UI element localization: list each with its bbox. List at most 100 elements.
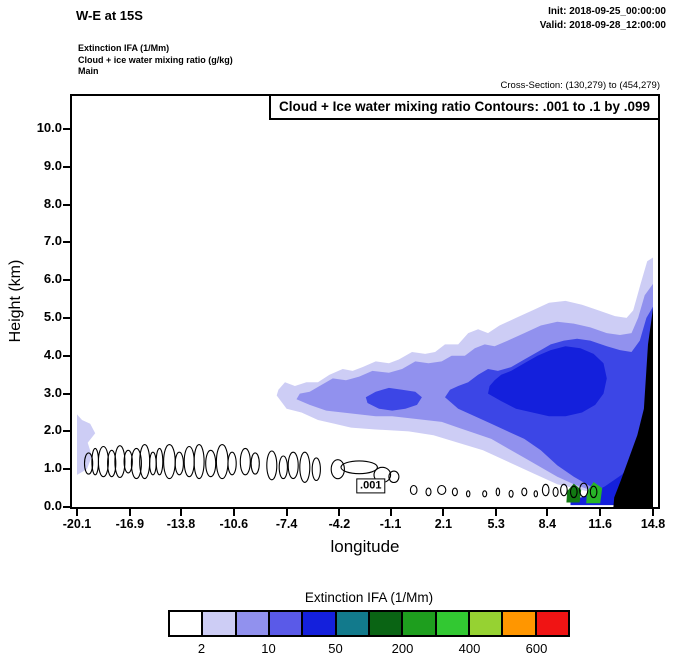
x-tick-label: 5.3 (487, 517, 505, 531)
cloud-contour-line (508, 489, 514, 498)
x-tick-label: 8.4 (538, 517, 557, 531)
x-tick-label: -20.1 (62, 517, 92, 531)
colorbar-cell (401, 610, 437, 637)
colorbar-tick-label: 200 (391, 641, 414, 656)
y-tick-label: 7.0 (43, 233, 62, 249)
colorbar-tick-label: 600 (525, 641, 548, 656)
x-tick-label: 2.1 (434, 517, 453, 531)
y-tick-label: 6.0 (43, 271, 62, 287)
cloud-contour-line (287, 451, 299, 480)
cloud-contour-line (97, 445, 109, 478)
colorbar-cell (267, 610, 304, 637)
x-tick-label: 11.6 (588, 517, 612, 531)
x-tick-mark (652, 509, 654, 516)
init-time: Init: 2018-09-25_00:00:00 (548, 6, 666, 17)
colorbar-cell (467, 610, 504, 637)
x-axis-title: longitude (330, 537, 400, 556)
cloud-contour-line (149, 451, 157, 476)
cloud-contour-line (340, 460, 378, 475)
region-extinction-200-400-core (488, 346, 607, 417)
colorbar-cell (201, 610, 237, 637)
y-tick-mark (63, 279, 70, 282)
page-title: W-E at 15S (76, 8, 143, 23)
cloud-contour-line (239, 447, 251, 476)
y-tick-mark (63, 354, 70, 357)
cloud-contour-line (552, 486, 559, 497)
cloud-contour-line (250, 452, 260, 475)
colorbar-cell (367, 610, 404, 637)
y-tick-mark (63, 127, 70, 130)
colorbar (168, 610, 570, 637)
cloud-contour-line (495, 487, 501, 497)
colorbar-tick-label: 400 (458, 641, 481, 656)
cloud-contour-line (205, 449, 217, 478)
y-tick-label: 0.0 (43, 498, 62, 513)
cloud-contour-line (311, 457, 321, 482)
y-tick-label: 10.0 (36, 119, 62, 135)
colorbar-title: Extinction IFA (1/Mm) (304, 590, 434, 605)
region-extinction-2-10-west-edge (77, 414, 96, 475)
plot-area: Cloud + Ice water mixing ratio Contours:… (70, 94, 660, 509)
x-tick-label: -1.1 (379, 517, 402, 531)
cloud-contour-line (193, 444, 205, 480)
x-tick-mark (389, 509, 392, 516)
region-extinction-500-patch-green (586, 482, 603, 504)
cloud-contour-line (266, 450, 278, 481)
colorbar-cell (501, 610, 537, 637)
y-tick-label: 4.0 (43, 346, 62, 362)
cloud-contour-line (437, 484, 447, 496)
y-tick-mark (63, 316, 70, 319)
y-tick-mark (63, 203, 70, 206)
run-times: Init: 2018-09-25_00:00:00 Valid: 2018-09… (540, 5, 666, 32)
cloud-contour-line (155, 447, 164, 476)
cloud-contour-line (130, 447, 142, 480)
region-extinction-400-patch-dark-green (566, 483, 582, 503)
cloud-contour-line (465, 490, 471, 498)
x-tick-label: -16.9 (115, 517, 145, 531)
colorbar-cell (334, 610, 370, 637)
colorbar-cell (168, 610, 204, 637)
y-tick-mark (63, 506, 70, 508)
x-tick-mark (76, 509, 78, 516)
y-tick-mark (63, 165, 70, 168)
x-tick-label: 14.8 (640, 517, 666, 531)
y-tick-label: 3.0 (43, 384, 62, 400)
cloud-contour-line (114, 445, 126, 479)
y-tick-mark (63, 430, 70, 433)
cloud-contour-line (541, 483, 550, 497)
y-tick-label: 2.0 (43, 422, 62, 438)
cloud-contour-line (123, 449, 133, 474)
cloud-contour-line (569, 485, 578, 499)
cloud-contour-line (589, 485, 598, 499)
x-tick-mark (495, 509, 498, 516)
x-tick-mark (232, 509, 235, 516)
cloud-contour-line (533, 490, 539, 498)
y-tick-label: 8.0 (43, 195, 62, 211)
colorbar-tick-label: 50 (328, 641, 343, 656)
colorbar-cell (234, 610, 270, 637)
contour-value-label: .001 (356, 478, 386, 494)
layer-list: Extinction IFA (1/Mm) Cloud + ice water … (78, 43, 233, 78)
x-tick-mark (442, 509, 445, 516)
valid-time: Valid: 2018-09-28_12:00:00 (539, 19, 666, 31)
x-tick-mark (338, 509, 341, 516)
cloud-contour-line (482, 490, 488, 498)
cloud-contour-line (227, 451, 237, 476)
y-tick-label: 1.0 (43, 460, 62, 476)
region-extinction-50-200-west (365, 387, 422, 411)
y-tick-label: 9.0 (43, 157, 62, 173)
colorbar-cell (301, 610, 337, 637)
region-terrain-black-east (613, 308, 653, 507)
y-tick-mark (63, 468, 70, 471)
x-tick-mark (128, 509, 131, 516)
cloud-contour-line (299, 451, 311, 483)
colorbar-tick-label: 10 (261, 641, 276, 656)
cloud-contour-line (330, 459, 345, 480)
x-tick-label: -10.6 (219, 517, 249, 531)
y-tick-label: 5.0 (43, 308, 62, 324)
cloud-contour-line (83, 452, 94, 475)
x-tick-label: -7.4 (275, 517, 298, 531)
colorbar-tick-label: 2 (197, 641, 206, 656)
cloud-contour-line (579, 482, 589, 498)
